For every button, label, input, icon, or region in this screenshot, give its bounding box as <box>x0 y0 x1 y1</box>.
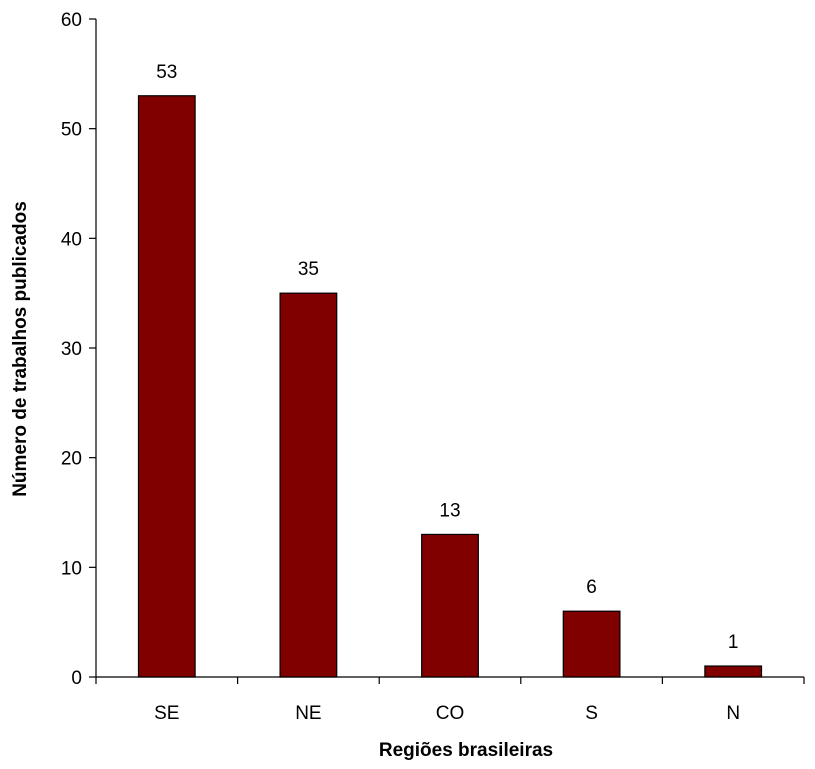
y-tick-label: 30 <box>61 339 82 360</box>
y-axis: 0 10 20 30 40 50 60 <box>61 10 97 689</box>
data-labels: 53 35 13 6 1 <box>156 62 738 653</box>
x-tick-label-ne: NE <box>295 703 321 724</box>
y-tick-label: 40 <box>61 229 82 250</box>
y-axis-title: Número de trabalhos publicados <box>10 201 31 497</box>
y-tick-label: 50 <box>61 120 82 141</box>
bar-ne <box>279 292 338 678</box>
data-label-se: 53 <box>156 62 177 83</box>
x-tick-label-s: S <box>585 703 598 724</box>
y-tick-label: 20 <box>61 449 82 470</box>
bar-n <box>704 665 763 678</box>
x-tick-label-co: CO <box>436 703 465 724</box>
x-tick-label-se: SE <box>154 703 179 724</box>
data-label-n: 1 <box>728 632 739 653</box>
y-tick-label: 60 <box>61 10 82 31</box>
y-tick-label: 10 <box>61 558 82 579</box>
data-label-s: 6 <box>586 577 597 598</box>
x-tick-label-n: N <box>726 703 740 724</box>
data-label-co: 13 <box>439 500 460 521</box>
bar-se <box>137 95 196 678</box>
bars <box>137 95 763 678</box>
data-label-ne: 35 <box>298 259 319 280</box>
bar-co <box>421 533 479 678</box>
bar-s <box>562 610 621 678</box>
y-tick-label: 0 <box>71 668 82 689</box>
x-axis-title: Regiões brasileiras <box>379 740 553 761</box>
x-axis: SE NE CO S N <box>95 676 805 724</box>
